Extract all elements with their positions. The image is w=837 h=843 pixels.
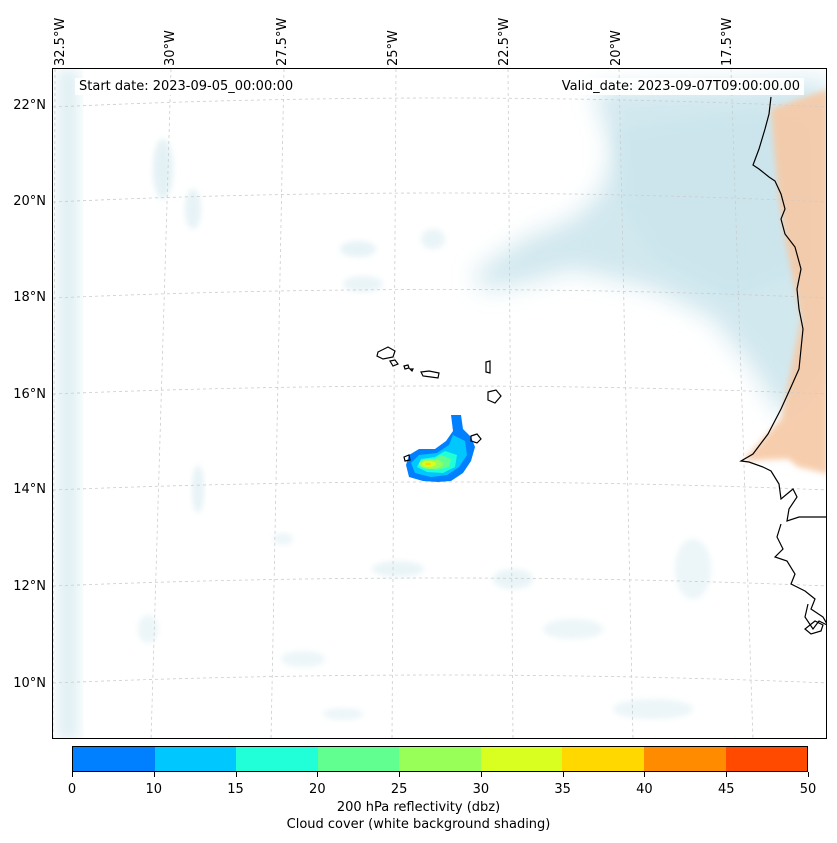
map-panel[interactable]: Start date: 2023-09-05_00:00:00 Valid_da… xyxy=(52,68,827,739)
colorbar-tick-label: 50 xyxy=(799,782,817,797)
lat-label-22n: 22°N xyxy=(13,98,46,113)
island-santa-luzia xyxy=(403,364,410,370)
colorbar-label-reflectivity: 200 hPa reflectivity (dbz) xyxy=(336,800,501,815)
cloud-patch xyxy=(543,619,603,639)
island-maio xyxy=(470,433,482,444)
island-islet xyxy=(408,368,414,373)
map-canvas xyxy=(53,69,826,738)
cloud-northeast-core xyxy=(613,109,813,299)
island-sao-nicolau xyxy=(420,370,440,379)
reflectivity-cell xyxy=(406,415,475,482)
cloud-patch xyxy=(675,539,711,599)
colorbar-segment xyxy=(399,747,481,771)
lon-label-30w: 30°W xyxy=(163,30,178,66)
lat-label-20n: 20°N xyxy=(13,194,46,209)
valid-date-label: Valid_date: 2023-09-07T09:00:00.00 xyxy=(557,78,804,95)
lon-label-27-5w: 27.5°W xyxy=(275,17,290,66)
colorbar-tickmark xyxy=(399,772,401,777)
graticule xyxy=(53,69,826,738)
cloud-patch xyxy=(185,189,201,229)
lon-label-20w: 20°W xyxy=(609,30,624,66)
cloud-patch xyxy=(273,533,293,545)
cloud-patch xyxy=(613,699,693,719)
lon-label-17-5w: 17.5°W xyxy=(720,17,735,66)
cloud-patch xyxy=(323,708,363,720)
reflectivity-40dbz xyxy=(425,462,431,466)
island-brava xyxy=(403,454,411,462)
colorbar-tick-label: 0 xyxy=(67,782,77,797)
colorbar-tickmark xyxy=(153,772,155,777)
bijagos-island xyxy=(804,620,824,635)
cloud-cover-layer xyxy=(57,69,826,738)
island-sal xyxy=(485,360,491,374)
colorbar-tickmark xyxy=(562,772,564,777)
cloud-patch xyxy=(493,569,533,589)
colorbar-tickmark xyxy=(480,772,482,777)
colorbar-tick-label: 10 xyxy=(145,782,163,797)
cloud-patch xyxy=(372,561,424,577)
colorbar-label-cloud-cover: Cloud cover (white background shading) xyxy=(286,817,551,832)
colorbar-segment xyxy=(73,747,155,771)
cloud-patch xyxy=(153,139,173,199)
lat-label-10n: 10°N xyxy=(13,676,46,691)
colorbar-segment xyxy=(480,747,563,771)
start-date-label: Start date: 2023-09-05_00:00:00 xyxy=(75,78,298,95)
cloud-western-edge xyxy=(57,69,79,738)
colorbar-tickmark xyxy=(726,772,728,777)
cloud-patch xyxy=(138,615,158,643)
colorbar-tickmark xyxy=(644,772,646,777)
colorbar-segment xyxy=(643,747,726,771)
africa-coastline xyxy=(739,96,826,522)
colorbar-tickmark xyxy=(72,772,73,777)
colorbar-tick-label: 20 xyxy=(309,782,326,797)
land-warm-shading xyxy=(743,89,826,474)
guinea-bissau-coast xyxy=(804,603,826,631)
colorbar-segment xyxy=(317,747,400,771)
colorbar-tickmark xyxy=(808,772,809,777)
lat-label-12n: 12°N xyxy=(13,579,46,594)
land-shading-africa xyxy=(743,89,826,474)
colorbar-tick-label: 30 xyxy=(472,782,490,797)
lon-label-32-5w: 32.5°W xyxy=(53,17,68,66)
colorbar-segment xyxy=(725,747,808,771)
colorbar-segment xyxy=(236,747,318,771)
colorbar-segment xyxy=(154,747,237,771)
island-boa-vista xyxy=(487,389,502,404)
colorbar-tickmark xyxy=(235,772,237,777)
lat-label-14n: 14°N xyxy=(13,482,46,497)
colorbar-tick-label: 15 xyxy=(227,782,244,797)
lat-label-16n: 16°N xyxy=(13,387,46,402)
colorbar-segment xyxy=(562,747,644,771)
cloud-patch xyxy=(421,229,445,249)
colorbar xyxy=(72,746,808,772)
lat-label-18n: 18°N xyxy=(13,290,46,305)
colorbar-tick-label: 45 xyxy=(717,782,735,797)
colorbar-tick-label: 40 xyxy=(636,782,653,797)
cloud-patch xyxy=(340,241,376,257)
cloud-patch xyxy=(192,465,204,513)
colorbar-tick-label: 25 xyxy=(390,782,408,797)
lon-label-25w: 25°W xyxy=(386,30,401,66)
cloud-patch xyxy=(281,651,325,667)
lon-label-22-5w: 22.5°W xyxy=(497,17,512,66)
colorbar-tick-label: 35 xyxy=(554,782,571,797)
coastlines xyxy=(376,96,826,635)
colorbar-tickmark xyxy=(317,772,319,777)
island-santo-antao xyxy=(376,346,396,360)
cloud-patch xyxy=(343,276,383,292)
africa-coastline-south xyxy=(773,523,826,624)
island-sao-vicente xyxy=(389,359,399,367)
